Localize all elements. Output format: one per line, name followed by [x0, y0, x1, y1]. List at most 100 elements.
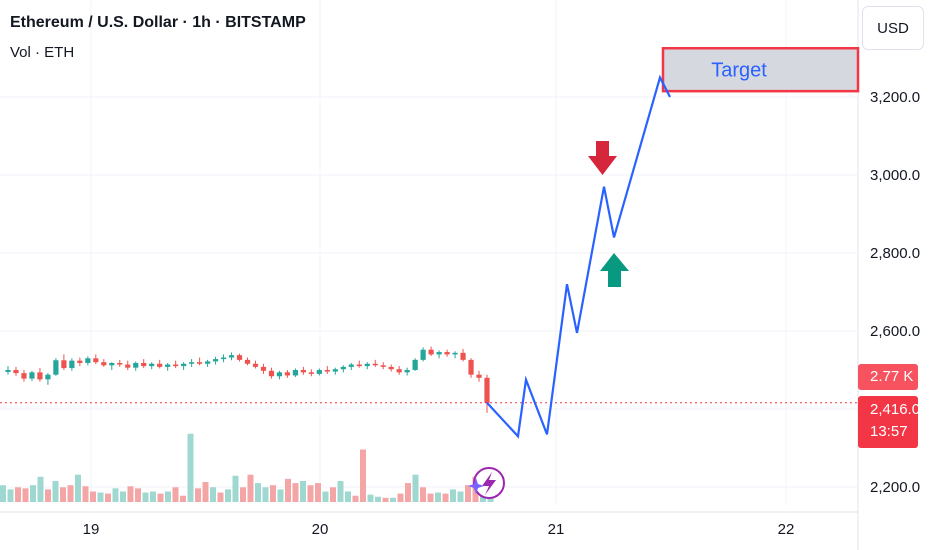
volume-bar	[142, 492, 149, 502]
arrow-up-icon[interactable]	[600, 253, 629, 287]
price-tick-label: 2,800.0	[870, 245, 920, 262]
arrow-down-icon[interactable]	[588, 141, 617, 175]
volume-bar	[420, 487, 426, 502]
candle-body	[220, 357, 227, 360]
candle-body	[380, 365, 386, 367]
candle-body	[260, 366, 267, 371]
target-zone[interactable]: Target	[661, 47, 860, 93]
candle-body	[212, 359, 219, 362]
candle-body	[428, 349, 434, 355]
volume-bar	[75, 474, 81, 502]
volume-bar	[330, 487, 336, 502]
volume-bar	[135, 488, 141, 502]
volume-bars	[0, 433, 494, 502]
candle-body	[324, 370, 330, 372]
candle-body	[284, 372, 291, 376]
candle-body	[420, 349, 426, 360]
volume-bar	[300, 481, 306, 502]
candle-body	[13, 370, 19, 374]
candle-body	[292, 370, 298, 376]
volume-bar	[202, 482, 209, 502]
volume-bar	[180, 495, 186, 502]
candles	[5, 346, 490, 413]
chart-title: Ethereum / U.S. Dollar · 1h · BITSTAMP	[10, 14, 306, 31]
volume-bar	[82, 486, 89, 502]
time-tick-label: 20	[312, 521, 329, 538]
volume-bar	[7, 489, 14, 502]
volume-bar	[52, 481, 59, 502]
volume-bar	[315, 483, 321, 502]
volume-bar	[22, 488, 29, 502]
candle-body	[436, 352, 442, 355]
candle-body	[149, 363, 155, 367]
candle-body	[372, 363, 378, 366]
candle-body	[197, 362, 203, 364]
candle-body	[300, 370, 306, 373]
candle-body	[204, 361, 211, 364]
volume-bar	[37, 476, 44, 502]
candle-body	[165, 364, 171, 367]
candle-body	[101, 362, 107, 366]
candle-body	[460, 352, 466, 360]
candle-body	[252, 363, 259, 367]
volume-bar	[247, 474, 254, 502]
candle-body	[276, 372, 283, 377]
candle-body	[69, 360, 75, 369]
candle-body	[29, 372, 35, 379]
candle-body	[21, 373, 27, 379]
candle-body	[189, 362, 195, 364]
price-tick-label: 3,000.0	[870, 167, 920, 184]
candle-body	[53, 360, 59, 375]
currency-button[interactable]: USD	[862, 6, 924, 50]
volume-indicator-label[interactable]: Vol · ETH	[10, 44, 75, 61]
candle-body	[412, 359, 418, 370]
volume-bar	[112, 488, 119, 502]
candle-body	[396, 369, 402, 373]
volume-bar	[412, 474, 419, 502]
volume-bar	[255, 483, 261, 502]
candle-body	[244, 359, 251, 364]
volume-bar	[127, 486, 134, 502]
candle-body	[268, 370, 275, 377]
volume-bar	[120, 491, 126, 502]
volume-bar	[195, 488, 201, 502]
projection-path[interactable]	[486, 74, 671, 439]
candle-body	[388, 366, 394, 370]
candle-body	[404, 370, 410, 373]
candle-body	[236, 355, 243, 360]
candle-body	[117, 362, 123, 365]
candle-body	[85, 358, 91, 363]
volume-bar	[97, 492, 104, 502]
volume-bar	[427, 493, 434, 502]
candle-body	[452, 352, 458, 355]
volume-bar	[187, 433, 194, 502]
candle-body	[77, 360, 83, 363]
candle-body	[181, 363, 187, 367]
volume-bar	[292, 483, 299, 502]
target-box[interactable]	[661, 47, 860, 93]
candle-body	[125, 364, 131, 368]
volume-bar	[390, 497, 396, 502]
time-tick-label: 19	[83, 521, 100, 538]
lightning-bolt-icon[interactable]	[473, 467, 505, 499]
volume-bar	[285, 478, 291, 502]
sparkle-icon	[468, 478, 484, 494]
last-price-value: 2,416.0	[870, 401, 921, 418]
price-tick-label: 3,200.0	[870, 89, 920, 106]
candle-body	[5, 370, 11, 372]
axis-labels: 3,200.0 3,000.0 2,800.0 2,600.0 2,200.0 19 20 2…	[83, 89, 920, 538]
candle-body	[484, 377, 490, 403]
volume-bar	[382, 497, 389, 502]
candle-body	[228, 355, 235, 358]
volume-bar	[352, 495, 359, 502]
candle-body	[37, 372, 43, 380]
volume-bar	[240, 487, 246, 502]
volume-bar	[105, 493, 111, 502]
candle-body	[444, 352, 450, 355]
last-price-tag: 2,416.0 13:57	[858, 396, 921, 448]
volume-bar	[270, 485, 276, 502]
volume-bar	[307, 485, 314, 502]
time-tick-label: 22	[778, 521, 795, 538]
candle-body	[332, 369, 338, 372]
